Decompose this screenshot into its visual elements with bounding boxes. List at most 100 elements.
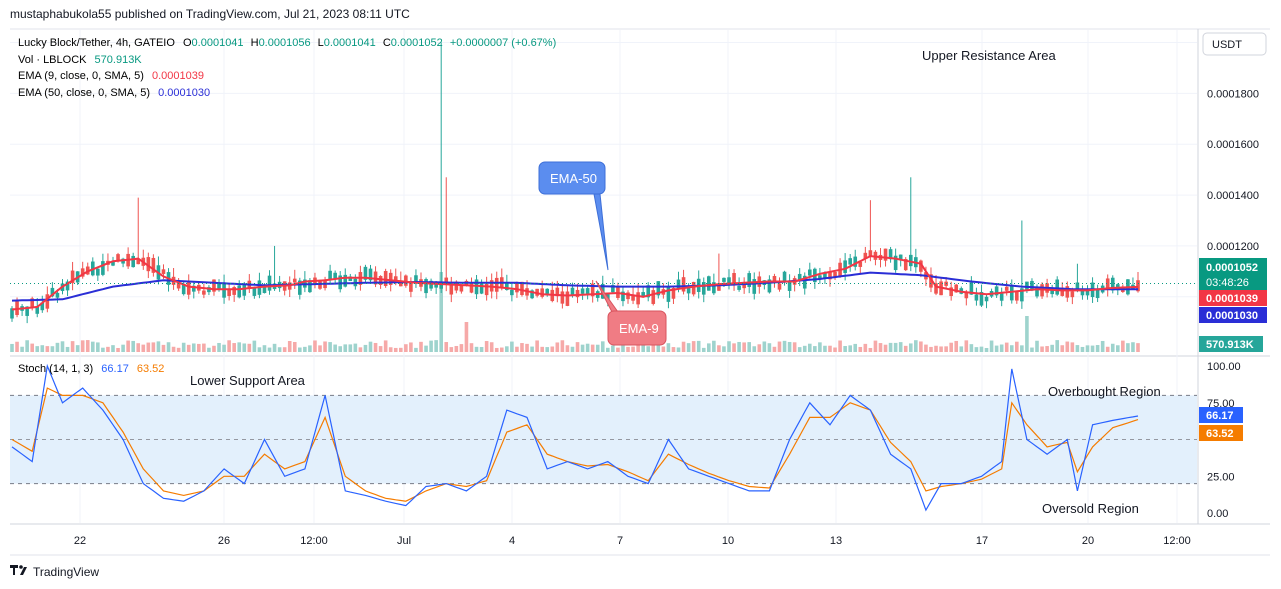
candle-body xyxy=(1050,288,1054,295)
volume-bar xyxy=(404,344,408,352)
volume-bar xyxy=(883,344,888,352)
currency-button[interactable]: USDT xyxy=(1202,32,1267,56)
candle-body xyxy=(893,255,898,271)
candle-body xyxy=(70,270,75,284)
candle-body xyxy=(903,259,908,271)
candle-body xyxy=(227,289,231,296)
overbought-label: Overbought Region xyxy=(1048,384,1161,399)
volume-bar xyxy=(474,346,479,352)
candle-body xyxy=(823,272,827,278)
volume-bar xyxy=(151,342,156,352)
volume-bar xyxy=(595,344,600,352)
candle-body xyxy=(752,279,757,294)
legend-high-value: 0.0001056 xyxy=(259,37,311,49)
volume-bar xyxy=(802,345,807,352)
candle-body xyxy=(186,282,191,295)
stoch-tick-label: 75.00 xyxy=(1207,398,1235,410)
candle-body xyxy=(707,276,711,291)
volume-bar xyxy=(505,346,509,352)
volume-bar xyxy=(828,345,832,352)
volume-bar xyxy=(363,344,368,352)
tradingview-logo[interactable]: TradingView xyxy=(10,565,99,579)
volume-bar xyxy=(419,341,423,352)
volume-bar xyxy=(454,345,459,352)
candle-body xyxy=(555,287,560,297)
candle-body xyxy=(777,283,782,290)
candle-body xyxy=(40,302,45,311)
candle-body xyxy=(434,283,438,288)
volume-bar xyxy=(712,340,716,352)
stoch-band xyxy=(10,394,1197,485)
candle-body xyxy=(621,291,625,302)
ema50-callout: EMA-50 xyxy=(538,161,609,271)
candle-body xyxy=(1030,280,1034,291)
volume-bar xyxy=(1004,342,1009,352)
candle-body xyxy=(565,291,570,306)
volume-bar xyxy=(494,347,499,352)
candle-body xyxy=(1065,286,1070,298)
volume-bar xyxy=(257,347,262,352)
volume-bar xyxy=(641,340,645,352)
volume-bar xyxy=(666,343,671,352)
time-tick-label: 20 xyxy=(1082,535,1094,547)
candle-body xyxy=(818,275,822,280)
candle-body xyxy=(984,296,989,302)
legend-volume-label: Vol · LBLOCK xyxy=(18,54,87,66)
candle-body xyxy=(712,282,716,294)
candle-body xyxy=(1105,278,1110,289)
volume-bar xyxy=(914,340,918,352)
volume-bar xyxy=(767,343,772,352)
candle-body xyxy=(545,288,550,294)
volume-bar xyxy=(75,345,80,352)
candle-body xyxy=(494,277,499,292)
volume-bar xyxy=(45,346,50,352)
currency-button-frame[interactable] xyxy=(1202,32,1267,56)
volume-bar xyxy=(1025,316,1029,352)
candle-body xyxy=(212,279,216,292)
volume-bar xyxy=(969,344,974,352)
legend-volume: Vol · LBLOCK 570.913K xyxy=(18,54,142,66)
volume-bar xyxy=(1090,345,1095,352)
volume-bar xyxy=(989,340,994,352)
candle-body xyxy=(136,259,141,265)
stoch-k-badge-text: 66.17 xyxy=(1206,410,1234,422)
last-price-badge-text: 0.0001052 xyxy=(1206,262,1258,274)
legend-ema9-label: EMA (9, close, 0, SMA, 5) xyxy=(18,70,144,82)
candle-body xyxy=(1004,286,1009,291)
candle-body xyxy=(459,285,464,292)
candle-body xyxy=(80,268,85,277)
oversold-label: Oversold Region xyxy=(1042,501,1139,516)
volume-bar xyxy=(979,346,984,352)
volume-bar xyxy=(252,340,257,352)
volume-bar xyxy=(35,346,40,352)
candle-body xyxy=(646,285,651,298)
volume-bar xyxy=(20,346,24,352)
time-tick-label: 17 xyxy=(976,535,988,547)
volume-bar xyxy=(106,346,110,352)
volume-bar xyxy=(1116,345,1120,352)
volume-bar xyxy=(575,342,580,352)
currency-button-label[interactable]: USDT xyxy=(1212,39,1242,51)
ema50-callout-text: EMA-50 xyxy=(550,171,597,186)
volume-bar xyxy=(1060,345,1065,352)
candle-body xyxy=(974,294,979,301)
time-tick-label: 22 xyxy=(74,535,86,547)
volume-bar xyxy=(308,345,312,352)
volume-bar xyxy=(732,343,736,352)
candle-body xyxy=(727,277,731,286)
ema9-line xyxy=(11,255,1139,311)
candle-body xyxy=(388,272,393,285)
candle-body xyxy=(1080,290,1085,296)
last-price-badge: 0.0001052 03:48:26 xyxy=(1199,258,1267,290)
volume-bar xyxy=(272,343,277,352)
candle-body xyxy=(191,285,196,292)
volume-bar xyxy=(368,341,373,352)
stoch-d-badge: 63.52 xyxy=(1199,425,1243,441)
volume-bar xyxy=(409,342,413,352)
legend-stoch-d: 63.52 xyxy=(137,363,165,375)
candle-body xyxy=(964,292,969,299)
volume-bar xyxy=(747,342,752,352)
volume-bar xyxy=(1100,340,1105,352)
volume-bar xyxy=(908,343,913,352)
